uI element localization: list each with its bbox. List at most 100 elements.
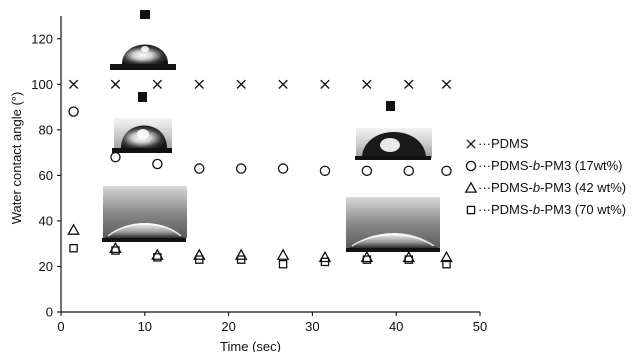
data-point-x [152,79,163,89]
data-point-circle [403,165,415,177]
legend-label-part: -PM3 (17wt%) [540,158,622,173]
legend-entry-pdms-b-pm3-17wt: ···PDMS-b-PM3 (17wt%) [465,158,622,173]
x-marker-stroke [236,79,246,89]
droplet-photo-42wt-start [102,186,187,242]
data-point-circle [441,165,452,177]
legend-dots: ··· [478,180,491,195]
data-point-circle [152,158,163,170]
legend-label: ···PDMS-b-PM3 (17wt%) [478,158,622,173]
x-tick-label: 40 [389,319,403,334]
legend-label: ···PDMS-b-PM3 (42 wt%) [478,180,626,195]
data-point-triangle [276,248,290,260]
legend-label-italic: b [533,180,540,195]
x-tick-label: 10 [138,319,152,334]
data-point-triangle [440,250,453,263]
droplet-highlight [141,46,149,52]
needle [140,10,150,19]
legend-dots: ··· [478,202,491,217]
legend-label-part: PDMS- [491,202,533,217]
x-marker-stroke [152,79,163,89]
data-point-triangle [234,248,248,260]
stage [110,64,176,70]
legend-marker-x [466,139,476,149]
y-axis-title: Water contact angle (°) [9,92,24,225]
droplet-photo-17wt-start [112,92,172,153]
series-pdms [68,79,452,89]
data-point-circle [194,163,205,174]
legend-dots: ··· [478,158,491,173]
needle [386,101,395,111]
data-point-square [153,253,162,262]
x-marker-stroke [466,139,476,149]
data-point-triangle [109,241,122,254]
y-tick-label: 20 [39,259,53,274]
data-point-triangle [360,250,374,263]
legend-label-part: -PM3 (70 wt%) [540,202,626,217]
data-point-x [404,79,414,89]
legend-marker-triangle [464,181,478,193]
data-point-triangle [192,248,206,260]
data-point-square [195,255,204,264]
x-axis-title: Time (sec) [220,339,281,352]
data-point-square [278,259,288,269]
x-marker-stroke [68,79,79,89]
x-tick-label: 20 [221,319,235,334]
legend-label-italic: b [533,158,540,173]
legend-label: ···PDMS-b-PM3 (70 wt%) [478,202,626,217]
droplet-highlight [137,129,149,139]
stage [346,248,440,252]
series-pdms-b-pm3-42-wt [67,223,453,263]
data-point-x [320,79,330,89]
droplet-photo-17wt-end [355,101,432,160]
x-marker-stroke [110,79,121,89]
x-marker-stroke [194,79,204,89]
droplet [122,44,168,64]
legend-entry-pdms-b-pm3-42-wt: ···PDMS-b-PM3 (42 wt%) [464,180,626,195]
y-tick-label: 0 [46,305,53,320]
legend-label: ···PDMS [478,136,529,151]
x-marker-stroke [362,79,372,89]
x-marker-stroke [278,79,288,89]
legend-dots: ··· [478,136,491,151]
data-point-x [194,79,204,89]
y-tick-label: 40 [39,213,53,228]
legend-entry-pdms: ···PDMS [466,136,529,151]
y-tick-label: 80 [39,122,53,137]
y-tick-label: 100 [31,77,53,92]
inset-photos [102,10,440,252]
x-tick-label: 50 [473,319,487,334]
data-point-circle [235,163,247,174]
legend-label-part: PDMS [491,136,529,151]
legend-entry-pdms-b-pm3-70-wt: ···PDMS-b-PM3 (70 wt%) [466,202,626,217]
data-point-square [320,257,330,267]
y-tick-label: 120 [31,31,53,46]
needle [138,92,147,102]
series-pdms-b-pm3-70-wt [69,243,451,269]
droplet-photo-pdms [110,10,176,70]
stage [102,238,186,242]
legend-label-part: PDMS- [491,158,533,173]
data-point-square [111,246,120,255]
y-tick-label: 60 [39,168,53,183]
data-point-x [236,79,246,89]
data-point-x [441,79,452,89]
data-point-x [110,79,121,89]
x-marker-stroke [320,79,330,89]
droplet-rim [107,223,182,237]
stage [112,148,172,153]
data-point-square [69,243,78,253]
data-point-triangle [151,248,164,260]
axes: Time (sec) Water contact angle (°) [9,16,480,352]
legend-label-part: -PM3 (42 wt%) [540,180,626,195]
data-point-circle [68,106,79,117]
ticks: 0 10 20 30 40 50 0 20 40 60 80 100 120 [31,31,487,334]
data-point-square [404,255,414,264]
data-point-circle [110,151,121,163]
legend: ···PDMS···PDMS-b-PM3 (17wt%)···PDMS-b-PM… [464,136,626,217]
legend-marker-circle [465,160,477,172]
data-point-triangle [402,250,416,263]
legend-marker-square [466,205,476,215]
x-tick-label: 0 [57,319,64,334]
x-tick-label: 30 [305,319,319,334]
